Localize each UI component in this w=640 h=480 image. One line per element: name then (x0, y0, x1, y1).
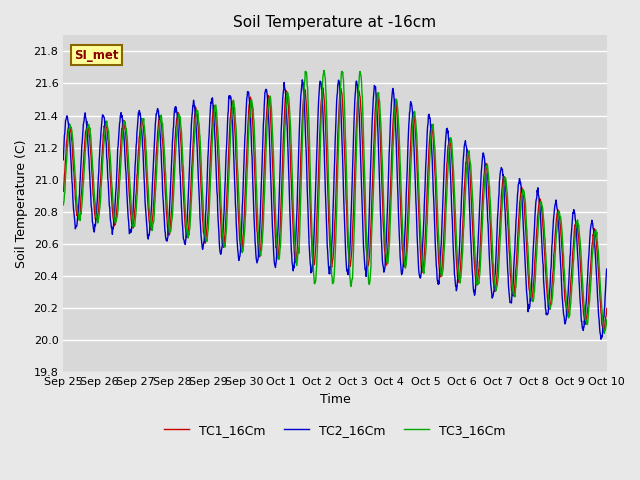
TC1_16Cm (539, 213, 547, 219)
TC2_16Cm (491, 279, 499, 285)
TC2_16Cm (298, 77, 306, 83)
Legend: TC1_16Cm, TC2_16Cm, TC3_16Cm: TC1_16Cm, TC2_16Cm, TC3_16Cm (159, 419, 511, 442)
TC3_16Cm (321, 68, 328, 73)
TC2_16Cm (539, 253, 547, 259)
TC1_16Cm (241, 195, 249, 201)
TC3_16Cm (600, 330, 608, 336)
Title: Soil Temperature at -16cm: Soil Temperature at -16cm (234, 15, 436, 30)
TC2_16Cm (167, 175, 175, 181)
TC3_16Cm (167, 227, 175, 233)
TC1_16Cm (167, 216, 175, 222)
TC2_16Cm (60, 157, 67, 163)
TC3_16Cm (491, 276, 499, 282)
TC2_16Cm (420, 225, 428, 230)
TC1_16Cm (603, 306, 611, 312)
TC1_16Cm (491, 285, 499, 290)
Line: TC2_16Cm: TC2_16Cm (63, 80, 607, 339)
TC2_16Cm (603, 266, 611, 272)
Text: SI_met: SI_met (74, 49, 118, 62)
TC1_16Cm (420, 264, 428, 269)
X-axis label: Time: Time (319, 393, 350, 406)
TC3_16Cm (539, 204, 547, 209)
TC2_16Cm (597, 336, 605, 342)
TC1_16Cm (600, 329, 608, 335)
TC1_16Cm (319, 85, 327, 91)
Line: TC1_16Cm: TC1_16Cm (63, 88, 607, 332)
TC2_16Cm (241, 133, 249, 139)
TC3_16Cm (420, 268, 428, 274)
TC2_16Cm (180, 238, 188, 243)
TC3_16Cm (180, 184, 188, 190)
Y-axis label: Soil Temperature (C): Soil Temperature (C) (15, 140, 28, 268)
TC1_16Cm (180, 204, 188, 210)
TC3_16Cm (241, 223, 249, 229)
TC1_16Cm (60, 189, 67, 194)
Line: TC3_16Cm: TC3_16Cm (63, 71, 607, 333)
TC3_16Cm (603, 317, 611, 323)
TC3_16Cm (60, 202, 67, 208)
